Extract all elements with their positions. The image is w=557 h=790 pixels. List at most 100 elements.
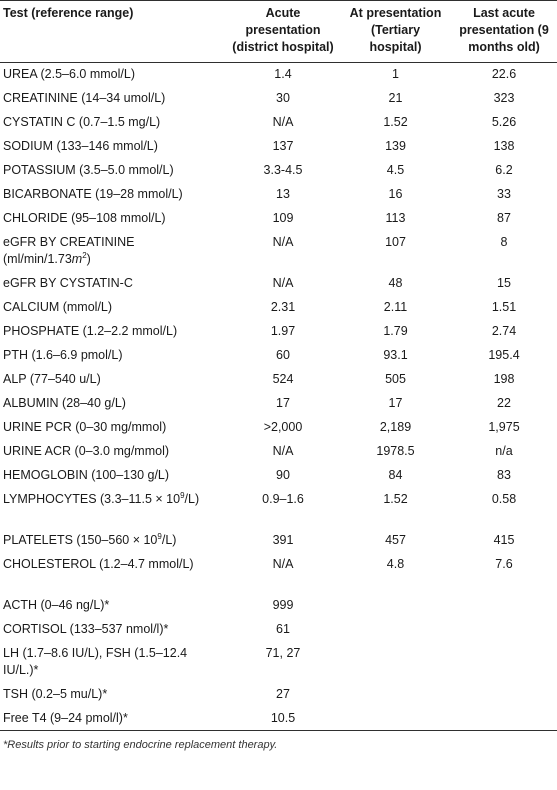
- table-row: LH (1.7–8.6 IU/L), FSH (1.5–12.4 IU/L.)*…: [0, 642, 557, 683]
- test-unit: m: [71, 251, 83, 266]
- table-row: BICARBONATE (19–28 mmol/L) 13 16 33: [0, 183, 557, 207]
- last-value: 15: [497, 275, 511, 290]
- acute-value: 71, 27: [265, 645, 301, 660]
- test-name: ALBUMIN (28–40 g/L): [3, 395, 126, 410]
- presentation-value: 93.1: [383, 347, 408, 362]
- last-value: 87: [497, 210, 511, 225]
- last-value: 198: [493, 371, 515, 386]
- header-test: Test (reference range): [3, 6, 134, 20]
- table-row: SODIUM (133–146 mmol/L) 137 139 138: [0, 135, 557, 159]
- test-name: CHOLESTEROL (1.2–4.7 mmol/L): [3, 556, 194, 571]
- presentation-value: 1978.5: [376, 443, 415, 458]
- last-value: n/a: [495, 443, 513, 458]
- acute-value: 61: [276, 621, 290, 636]
- acute-value: N/A: [272, 556, 294, 571]
- acute-value: 10.5: [270, 710, 296, 725]
- last-value: 2.74: [491, 323, 517, 338]
- table-footnote: *Results prior to starting endocrine rep…: [3, 739, 278, 751]
- acute-value: 524: [272, 371, 294, 386]
- test-name: LH (1.7–8.6 IU/L), FSH (1.5–12.4 IU/L.)*: [3, 645, 188, 677]
- test-name: CHLORIDE (95–108 mmol/L): [3, 210, 166, 225]
- acute-value: 999: [272, 597, 294, 612]
- acute-value: 60: [276, 347, 290, 362]
- presentation-value: 113: [385, 210, 406, 225]
- last-value: 1,975: [488, 419, 520, 434]
- test-name-text: eGFR BY CREATININE (ml/min/1.73: [3, 234, 135, 266]
- table-row: eGFR BY CYSTATIN-C N/A 48 15: [0, 272, 557, 296]
- acute-value: 391: [272, 532, 294, 547]
- table-row: URINE ACR (0–3.0 mg/mmol) N/A 1978.5 n/a: [0, 440, 557, 464]
- last-value: 22: [497, 395, 511, 410]
- table-row: POTASSIUM (3.5–5.0 mmol/L) 3.3-4.5 4.5 6.2: [0, 159, 557, 183]
- table-row: ALBUMIN (28–40 g/L) 17 17 22: [0, 392, 557, 416]
- acute-value: 109: [272, 210, 294, 225]
- table-row: PLATELETS (150–560 × 109/L) 391 457 415: [0, 529, 557, 553]
- test-name: URINE PCR (0–30 mg/mmol): [3, 419, 167, 434]
- table-row: Free T4 (9–24 pmol/l)* 10.5: [0, 707, 557, 731]
- test-name: UREA (2.5–6.0 mmol/L): [3, 67, 135, 81]
- last-value: 83: [497, 467, 511, 482]
- table-row: CALCIUM (mmol/L) 2.31 2.11 1.51: [0, 296, 557, 320]
- test-name-text: PLATELETS (150–560 × 10: [3, 532, 158, 547]
- acute-value: 1.4: [274, 67, 292, 81]
- table-row: URINE PCR (0–30 mg/mmol) >2,000 2,189 1,975: [0, 416, 557, 440]
- last-value: 195.4: [488, 347, 520, 362]
- presentation-value: 84: [388, 467, 403, 482]
- presentation-value: [340, 707, 451, 731]
- last-value: 33: [497, 186, 511, 201]
- table-row: CYSTATIN C (0.7–1.5 mg/L) N/A 1.52 5.26: [0, 111, 557, 135]
- presentation-value: 1.52: [383, 114, 408, 129]
- test-name: SODIUM (133–146 mmol/L): [3, 138, 158, 153]
- test-name: eGFR BY CYSTATIN-C: [3, 275, 133, 290]
- table-row: PHOSPHATE (1.2–2.2 mmol/L) 1.97 1.79 2.74: [0, 320, 557, 344]
- test-name: LYMPHOCYTES (3.3–11.5 × 109/L): [0, 488, 226, 529]
- last-value: 22.6: [491, 67, 517, 81]
- presentation-value: 2,189: [379, 419, 412, 434]
- acute-value: N/A: [272, 114, 294, 129]
- table-row: CREATININE (14–34 umol/L) 30 21 323: [0, 87, 557, 111]
- table-row: ALP (77–540 u/L) 524 505 198: [0, 368, 557, 392]
- presentation-value: 2.11: [383, 299, 408, 314]
- table-row: CHLORIDE (95–108 mmol/L) 109 113 87: [0, 207, 557, 231]
- table-row: PTH (1.6–6.9 pmol/L) 60 93.1 195.4: [0, 344, 557, 368]
- test-name: POTASSIUM (3.5–5.0 mmol/L): [3, 162, 174, 177]
- presentation-value: [340, 594, 451, 618]
- header-last-acute-presentation: Last acute presentation (9 months old): [459, 6, 549, 54]
- test-name: CYSTATIN C (0.7–1.5 mg/L): [3, 114, 161, 129]
- presentation-value: [340, 683, 451, 707]
- presentation-value: [340, 618, 451, 642]
- table-row: UREA (2.5–6.0 mmol/L) 1.4 1 22.6: [0, 63, 557, 87]
- test-name: PHOSPHATE (1.2–2.2 mmol/L): [3, 323, 178, 338]
- test-name: URINE ACR (0–3.0 mg/mmol): [3, 443, 170, 458]
- test-name: PLATELETS (150–560 × 109/L): [0, 529, 226, 553]
- table-row: ACTH (0–46 ng/L)* 999: [0, 594, 557, 618]
- presentation-value: 1.52: [383, 491, 408, 506]
- presentation-value: 21: [388, 90, 403, 105]
- test-name-suffix: ): [86, 251, 91, 266]
- last-value: 1.51: [491, 299, 517, 314]
- last-value: 138: [493, 138, 515, 153]
- acute-value: 2.31: [270, 299, 296, 314]
- acute-value: 90: [276, 467, 290, 482]
- last-value: 0.58: [491, 491, 517, 506]
- presentation-value: 16: [388, 186, 403, 201]
- table-header: Test (reference range) Acute presentatio…: [0, 0, 557, 63]
- header-acute-presentation: Acute presentation (district hospital): [232, 6, 334, 54]
- header-row: Test (reference range) Acute presentatio…: [0, 0, 557, 63]
- last-value: [451, 642, 557, 683]
- presentation-value: 107: [385, 234, 406, 249]
- superscript: 9: [180, 490, 185, 500]
- test-name: CORTISOL (133–537 nmol/l)*: [3, 621, 169, 636]
- acute-value: N/A: [272, 234, 294, 249]
- last-value: 323: [493, 90, 515, 105]
- acute-value: 13: [276, 186, 290, 201]
- acute-value: 30: [276, 90, 290, 105]
- table-row: eGFR BY CREATININE (ml/min/1.73m2) N/A 107…: [0, 231, 557, 272]
- table-row: HEMOGLOBIN (100–130 g/L) 90 84 83: [0, 464, 557, 488]
- table-body: UREA (2.5–6.0 mmol/L) 1.4 1 22.6 CREATININE…: [0, 63, 557, 731]
- lab-results-table-container: Test (reference range) Acute presentatio…: [0, 0, 557, 751]
- acute-value: 17: [276, 395, 290, 410]
- presentation-value: [340, 642, 451, 683]
- presentation-value: 1: [392, 67, 399, 81]
- last-value: 6.2: [495, 162, 513, 177]
